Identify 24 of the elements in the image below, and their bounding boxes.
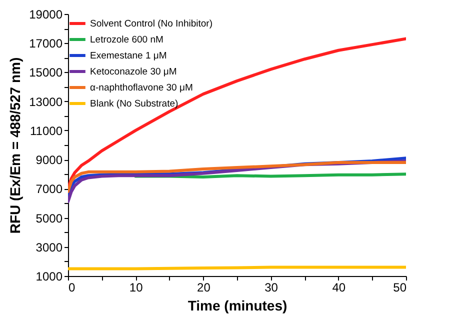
x-axis-title: Time (minutes) bbox=[188, 298, 288, 314]
y-tick-label: 19000 bbox=[29, 8, 63, 22]
y-tick-label: 3000 bbox=[36, 240, 63, 254]
y-axis-title: RFU (Ex/Em = 488/527 nm) bbox=[7, 57, 24, 234]
legend-label: Solvent Control (No Inhibitor) bbox=[90, 18, 212, 30]
y-tick-label: 17000 bbox=[29, 36, 63, 51]
y-tick-label: 11000 bbox=[30, 124, 63, 138]
x-tick-label: 20 bbox=[197, 280, 211, 294]
legend-label: Blank (No Substrate) bbox=[90, 98, 178, 110]
y-tick-label: 1000 bbox=[36, 270, 63, 284]
x-tick-label: 30 bbox=[264, 280, 278, 294]
x-tick-label: 10 bbox=[129, 280, 144, 294]
legend-label: α-naphthoflavone 30 μM bbox=[90, 82, 193, 94]
y-tick-label: 5000 bbox=[36, 211, 63, 226]
legend-label: Exemestane 1 μM bbox=[90, 50, 167, 62]
y-tick-label: 7000 bbox=[36, 182, 63, 196]
y-tick-label: 15000 bbox=[29, 66, 63, 80]
x-tick-label: 0 bbox=[68, 280, 76, 294]
x-tick-label: 50 bbox=[393, 280, 407, 294]
y-tick-label: 13000 bbox=[29, 94, 63, 109]
x-tick-label: 40 bbox=[332, 280, 346, 294]
y-tick-label: 9000 bbox=[36, 153, 63, 168]
legend-label: Letrozole 600 nM bbox=[90, 34, 164, 46]
legend-label: Ketoconazole 30 μM bbox=[90, 66, 177, 78]
